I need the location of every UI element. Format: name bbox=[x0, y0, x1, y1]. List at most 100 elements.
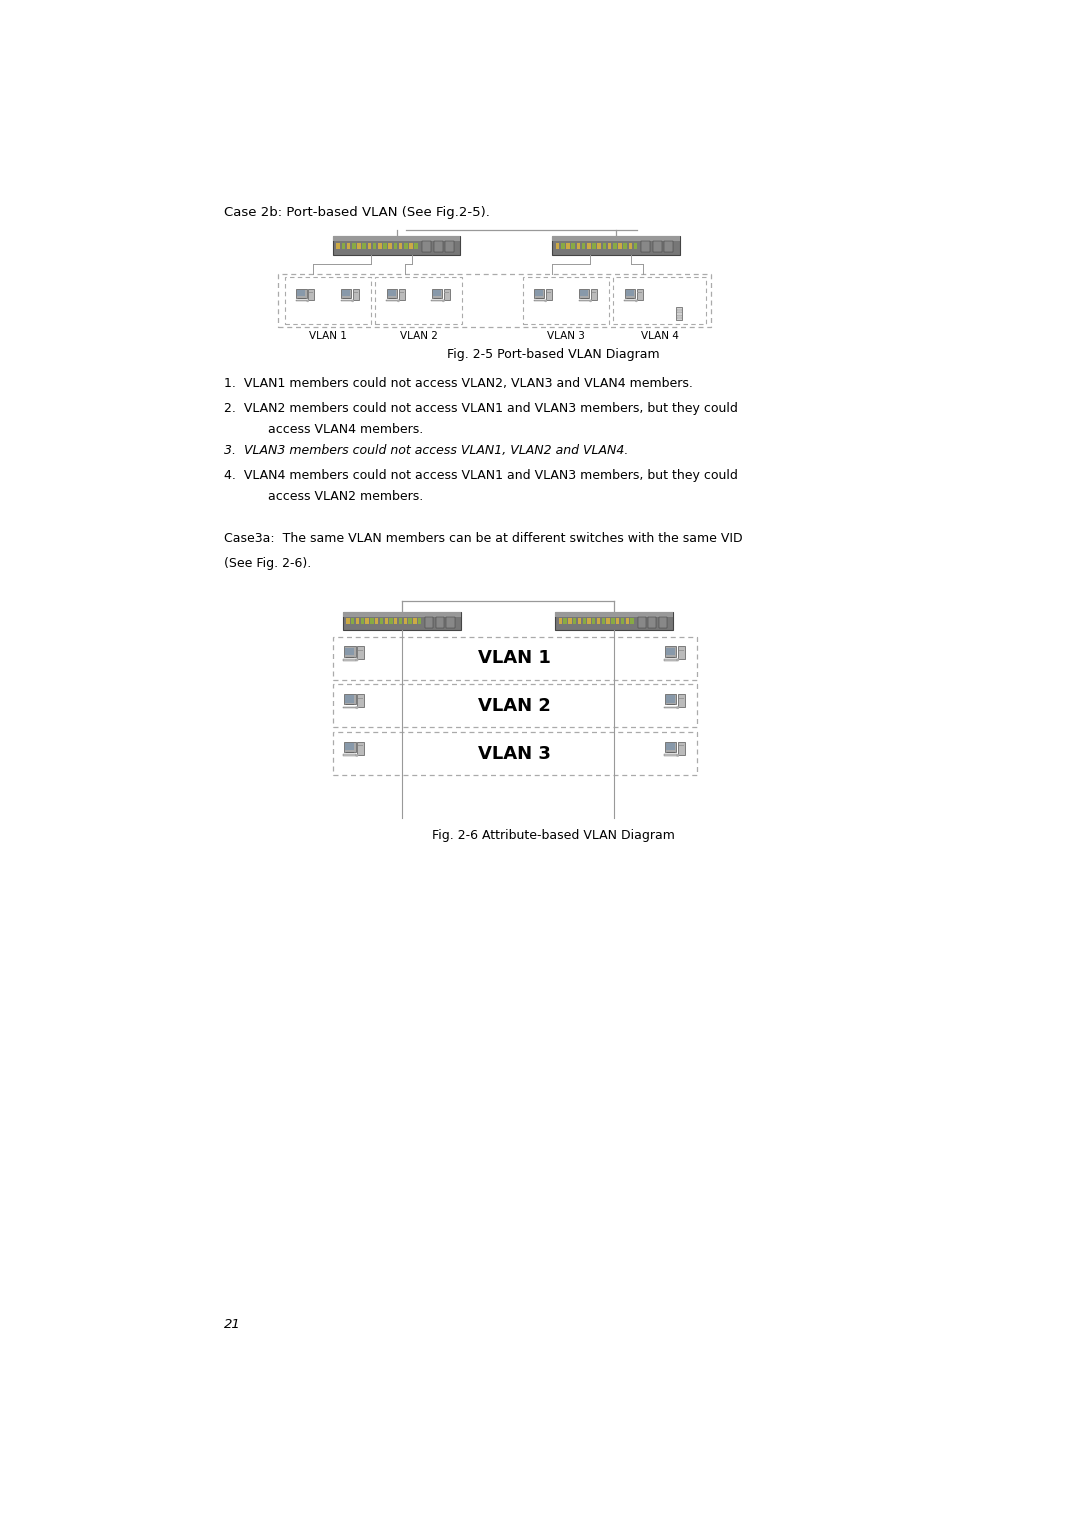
FancyBboxPatch shape bbox=[414, 619, 417, 623]
FancyBboxPatch shape bbox=[582, 243, 585, 249]
FancyBboxPatch shape bbox=[659, 617, 667, 628]
FancyBboxPatch shape bbox=[552, 237, 679, 241]
FancyBboxPatch shape bbox=[415, 243, 418, 249]
Bar bbox=[333, 637, 697, 680]
FancyBboxPatch shape bbox=[345, 743, 354, 750]
Bar bbox=[279, 274, 711, 327]
FancyBboxPatch shape bbox=[384, 619, 388, 623]
Bar bbox=[523, 277, 609, 324]
FancyBboxPatch shape bbox=[343, 741, 355, 752]
FancyBboxPatch shape bbox=[586, 243, 591, 249]
FancyBboxPatch shape bbox=[383, 243, 387, 249]
FancyBboxPatch shape bbox=[355, 619, 360, 623]
FancyBboxPatch shape bbox=[341, 243, 346, 249]
FancyBboxPatch shape bbox=[342, 611, 460, 617]
Circle shape bbox=[355, 755, 359, 756]
Circle shape bbox=[676, 659, 679, 662]
FancyBboxPatch shape bbox=[637, 617, 646, 628]
FancyBboxPatch shape bbox=[664, 741, 676, 752]
FancyBboxPatch shape bbox=[571, 243, 575, 249]
FancyBboxPatch shape bbox=[625, 619, 629, 623]
FancyBboxPatch shape bbox=[664, 694, 676, 704]
FancyBboxPatch shape bbox=[345, 648, 354, 656]
FancyBboxPatch shape bbox=[613, 243, 617, 249]
FancyBboxPatch shape bbox=[676, 312, 681, 313]
FancyBboxPatch shape bbox=[588, 619, 591, 623]
Circle shape bbox=[397, 299, 400, 303]
FancyBboxPatch shape bbox=[592, 619, 595, 623]
FancyBboxPatch shape bbox=[347, 619, 350, 623]
Text: access VLAN4 members.: access VLAN4 members. bbox=[243, 423, 422, 435]
FancyBboxPatch shape bbox=[446, 617, 455, 628]
FancyBboxPatch shape bbox=[603, 243, 606, 249]
Text: VLAN 4: VLAN 4 bbox=[640, 332, 678, 341]
Circle shape bbox=[590, 299, 592, 303]
FancyBboxPatch shape bbox=[342, 290, 350, 296]
FancyBboxPatch shape bbox=[297, 290, 306, 296]
FancyBboxPatch shape bbox=[445, 241, 454, 252]
Bar bbox=[333, 732, 697, 775]
FancyBboxPatch shape bbox=[555, 611, 673, 617]
FancyBboxPatch shape bbox=[357, 741, 364, 755]
Text: VLAN 3: VLAN 3 bbox=[546, 332, 585, 341]
FancyBboxPatch shape bbox=[664, 659, 677, 660]
Circle shape bbox=[635, 299, 637, 303]
FancyBboxPatch shape bbox=[535, 289, 544, 298]
FancyBboxPatch shape bbox=[648, 617, 657, 628]
FancyBboxPatch shape bbox=[435, 617, 444, 628]
FancyBboxPatch shape bbox=[626, 290, 634, 296]
FancyBboxPatch shape bbox=[444, 289, 450, 301]
Text: 4.  VLAN4 members could not access VLAN1 and VLAN3 members, but they could: 4. VLAN4 members could not access VLAN1 … bbox=[225, 469, 738, 481]
FancyBboxPatch shape bbox=[404, 243, 407, 249]
FancyBboxPatch shape bbox=[561, 243, 565, 249]
FancyBboxPatch shape bbox=[621, 619, 624, 623]
FancyBboxPatch shape bbox=[357, 694, 364, 707]
FancyBboxPatch shape bbox=[342, 611, 460, 631]
FancyBboxPatch shape bbox=[618, 243, 622, 249]
Circle shape bbox=[307, 299, 309, 303]
FancyBboxPatch shape bbox=[408, 619, 411, 623]
FancyBboxPatch shape bbox=[341, 289, 351, 298]
FancyBboxPatch shape bbox=[597, 243, 600, 249]
FancyBboxPatch shape bbox=[629, 243, 632, 249]
Circle shape bbox=[355, 706, 359, 709]
FancyBboxPatch shape bbox=[568, 619, 571, 623]
FancyBboxPatch shape bbox=[582, 619, 585, 623]
Text: VLAN 1: VLAN 1 bbox=[478, 649, 551, 668]
FancyBboxPatch shape bbox=[343, 694, 355, 704]
FancyBboxPatch shape bbox=[592, 243, 596, 249]
FancyBboxPatch shape bbox=[664, 646, 676, 657]
FancyBboxPatch shape bbox=[578, 619, 581, 623]
FancyBboxPatch shape bbox=[676, 307, 683, 321]
FancyBboxPatch shape bbox=[545, 289, 552, 301]
FancyBboxPatch shape bbox=[665, 648, 675, 656]
FancyBboxPatch shape bbox=[636, 289, 643, 301]
FancyBboxPatch shape bbox=[676, 309, 681, 310]
FancyBboxPatch shape bbox=[343, 646, 355, 657]
FancyBboxPatch shape bbox=[434, 241, 443, 252]
FancyBboxPatch shape bbox=[399, 619, 402, 623]
FancyBboxPatch shape bbox=[380, 619, 383, 623]
FancyBboxPatch shape bbox=[665, 743, 675, 750]
FancyBboxPatch shape bbox=[357, 243, 361, 249]
FancyBboxPatch shape bbox=[623, 243, 627, 249]
FancyBboxPatch shape bbox=[353, 289, 360, 301]
Text: Fig. 2-5 Port-based VLAN Diagram: Fig. 2-5 Port-based VLAN Diagram bbox=[447, 348, 660, 361]
Bar bbox=[375, 277, 462, 324]
FancyBboxPatch shape bbox=[664, 755, 677, 756]
Circle shape bbox=[676, 706, 679, 709]
Text: VLAN 1: VLAN 1 bbox=[309, 332, 347, 341]
Text: Case 2b: Port-based VLAN (See Fig.2-5).: Case 2b: Port-based VLAN (See Fig.2-5). bbox=[225, 206, 490, 220]
Bar bbox=[333, 685, 697, 727]
Circle shape bbox=[352, 299, 354, 303]
FancyBboxPatch shape bbox=[631, 619, 634, 623]
FancyBboxPatch shape bbox=[394, 619, 397, 623]
FancyBboxPatch shape bbox=[343, 755, 356, 756]
FancyBboxPatch shape bbox=[556, 243, 559, 249]
FancyBboxPatch shape bbox=[296, 289, 307, 298]
FancyBboxPatch shape bbox=[566, 243, 570, 249]
FancyBboxPatch shape bbox=[367, 243, 372, 249]
FancyBboxPatch shape bbox=[375, 619, 378, 623]
FancyBboxPatch shape bbox=[536, 290, 543, 296]
FancyBboxPatch shape bbox=[373, 243, 377, 249]
